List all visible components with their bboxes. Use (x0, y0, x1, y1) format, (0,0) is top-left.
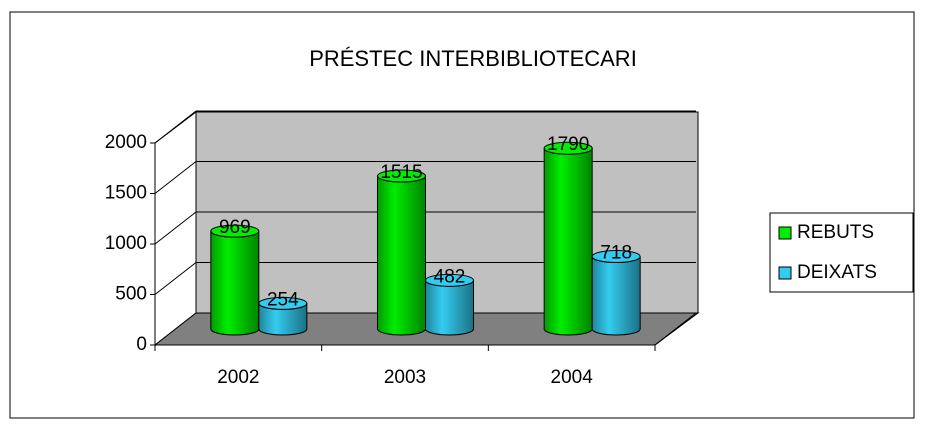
data-label: 254 (267, 289, 299, 310)
cylinder-shade (258, 303, 307, 335)
legend-swatch (778, 266, 792, 280)
cylinder-shade (592, 256, 641, 335)
x-tick-label: 2004 (551, 367, 594, 388)
y-tick-label: 0 (136, 334, 147, 355)
cylinder-top (210, 224, 260, 238)
legend-swatch (778, 226, 792, 240)
grid-line (154, 211, 197, 245)
cylinder-top (377, 169, 426, 183)
cylinder-top (425, 273, 474, 287)
chart-title: PRÉSTEC INTERBIBLIOTECARI (309, 46, 637, 71)
grid-line (154, 262, 197, 295)
x-tick-label: 2002 (217, 367, 259, 388)
legend-label: REBUTS (797, 222, 874, 243)
cylinder-top (591, 249, 641, 263)
cylinder-top (543, 141, 593, 155)
data-label: 1790 (547, 134, 589, 155)
data-label: 482 (434, 266, 466, 287)
floor-edge (654, 312, 697, 346)
x-tick-label: 2003 (384, 367, 426, 388)
y-tick-label: 2000 (105, 132, 147, 153)
y-tick-label: 500 (115, 284, 147, 305)
cylinder-shade (377, 175, 426, 335)
data-label: 718 (600, 242, 632, 263)
cylinder-shade (425, 280, 474, 335)
cylinder-top (258, 296, 308, 310)
y-tick-label: 1000 (105, 233, 147, 254)
cylinder-shade (210, 231, 259, 335)
data-label: 969 (219, 217, 251, 238)
grid-line (154, 161, 197, 194)
y-tick-label: 1500 (105, 183, 147, 204)
legend-label: DEIXATS (797, 262, 877, 283)
cylinder-shade (544, 148, 593, 335)
legend (769, 212, 914, 293)
grid-line (154, 110, 197, 144)
data-label: 1515 (380, 162, 422, 183)
